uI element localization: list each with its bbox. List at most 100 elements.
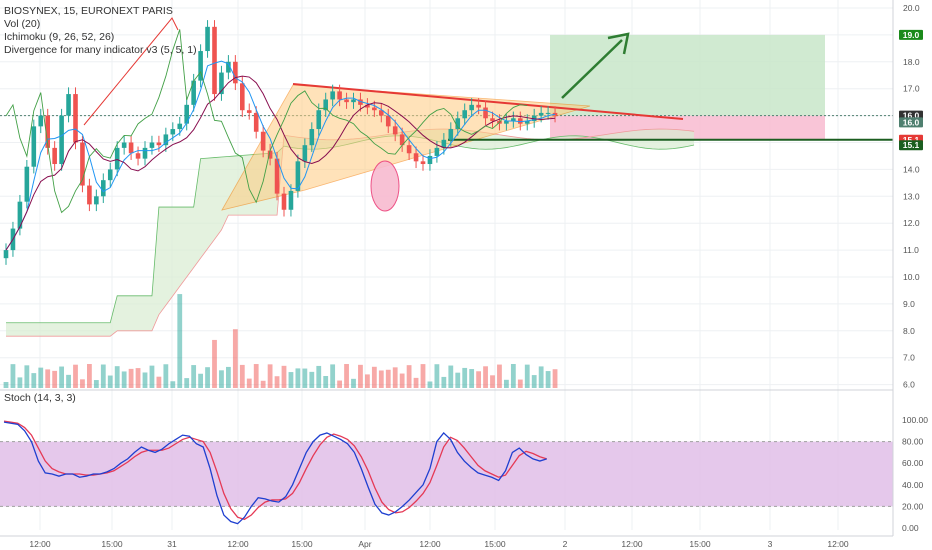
volume-bar xyxy=(434,364,440,388)
candle-body xyxy=(246,110,252,113)
volume-bar xyxy=(100,364,106,388)
volume-bar xyxy=(462,367,468,388)
volume-bar xyxy=(316,365,322,388)
price-label-bg xyxy=(899,117,923,128)
candle-body xyxy=(538,112,544,116)
time-tick-label: 2 xyxy=(563,539,568,549)
candle-body xyxy=(434,147,440,156)
price-tick-label: 17.0 xyxy=(903,84,920,94)
target-arrow-shaft xyxy=(561,39,623,99)
stoch-tick-label: 100.00 xyxy=(902,415,928,425)
candle-body xyxy=(17,201,23,229)
volume-bar xyxy=(344,364,349,388)
volume-bar xyxy=(531,375,537,388)
candle-body xyxy=(59,115,64,165)
volume-bar xyxy=(219,370,224,388)
legend-ichimoku: Ichimoku (9, 26, 52, 26) xyxy=(4,31,115,43)
resistance-line xyxy=(292,83,684,120)
candle-body xyxy=(323,99,328,111)
candle-body xyxy=(142,147,148,159)
price-tick-label: 11.0 xyxy=(903,245,919,255)
volume-bar xyxy=(163,364,169,388)
volume-bar xyxy=(490,375,495,388)
volume-bar xyxy=(427,381,433,388)
candle-body xyxy=(101,180,106,197)
volume-bar xyxy=(93,380,99,388)
volume-bar xyxy=(212,339,217,388)
candle-body xyxy=(267,150,273,159)
time-tick-label: 12:00 xyxy=(419,539,441,549)
candle-body xyxy=(156,142,162,146)
volume-bar xyxy=(323,376,329,388)
volume-bar xyxy=(114,366,120,388)
candle-body xyxy=(344,99,349,103)
volume-bar xyxy=(135,368,141,388)
price-label: 15.1 xyxy=(903,140,920,150)
volume-bar xyxy=(3,382,9,388)
candle-body xyxy=(233,61,238,84)
candle-body xyxy=(469,104,474,111)
price-tick-label: 9.0 xyxy=(903,299,915,309)
candle-body xyxy=(545,112,551,114)
volume-bar xyxy=(476,371,481,388)
volume-bar xyxy=(385,369,391,388)
candle-body xyxy=(274,158,280,194)
price-tick-label: 6.0 xyxy=(903,380,915,390)
volume-bar xyxy=(121,371,127,388)
candle-body xyxy=(260,131,266,151)
volume-bar xyxy=(358,364,363,388)
indicator-lines xyxy=(5,17,556,251)
volume-bar xyxy=(406,365,412,388)
candle-body xyxy=(295,161,301,191)
legend-divergence: Divergence for many indicator v3 (5, 5, … xyxy=(4,44,197,56)
volume-bars xyxy=(3,294,558,388)
candle-body xyxy=(149,142,155,148)
candle-body xyxy=(24,166,30,202)
volume-bar xyxy=(177,294,183,388)
volume-bar xyxy=(392,367,398,388)
time-tick-label: 12:00 xyxy=(621,539,643,549)
volume-bar xyxy=(66,374,71,388)
stoch-tick-label: 20.00 xyxy=(902,501,924,511)
candle-body xyxy=(441,139,447,148)
price-tick-label: 18.0 xyxy=(903,57,920,67)
reward-zone xyxy=(550,34,825,116)
volume-bar xyxy=(80,379,85,388)
candle-body xyxy=(379,110,384,116)
candle-body xyxy=(448,129,454,140)
candle-body xyxy=(198,51,203,81)
volume-bar xyxy=(545,371,551,388)
candle-body xyxy=(212,26,217,95)
candle-body xyxy=(518,118,523,124)
volume-bar xyxy=(337,380,342,388)
lagging-line xyxy=(5,29,528,214)
time-tick-label: 15:00 xyxy=(101,539,123,549)
volume-bar xyxy=(413,377,419,388)
candle-body xyxy=(281,193,287,210)
candle-body xyxy=(302,145,308,162)
candle-body xyxy=(191,80,196,105)
legend-symbol: BIOSYNEX, 15, EURONEXT PARIS xyxy=(4,5,173,17)
candle-body xyxy=(128,142,134,154)
volume-bar xyxy=(246,378,252,388)
stoch-tick-label: 60.00 xyxy=(902,458,924,468)
volume-bar xyxy=(420,364,426,388)
volume-bar xyxy=(239,364,245,388)
candle-body xyxy=(184,104,189,124)
annotations xyxy=(370,32,630,212)
volume-bar xyxy=(52,370,58,388)
volume-bar xyxy=(142,372,148,388)
volume-bar xyxy=(107,375,113,388)
volume-bar xyxy=(281,365,287,388)
candle-body xyxy=(511,118,516,121)
candle-body xyxy=(399,134,405,146)
volume-bar xyxy=(371,366,377,388)
candle-body xyxy=(372,107,377,111)
volume-bar xyxy=(274,376,280,388)
volume-bar xyxy=(510,364,516,388)
time-tick-label: 15:00 xyxy=(291,539,313,549)
stoch-pane xyxy=(0,420,893,525)
price-label-bg xyxy=(899,140,923,151)
candle-body xyxy=(107,169,113,181)
